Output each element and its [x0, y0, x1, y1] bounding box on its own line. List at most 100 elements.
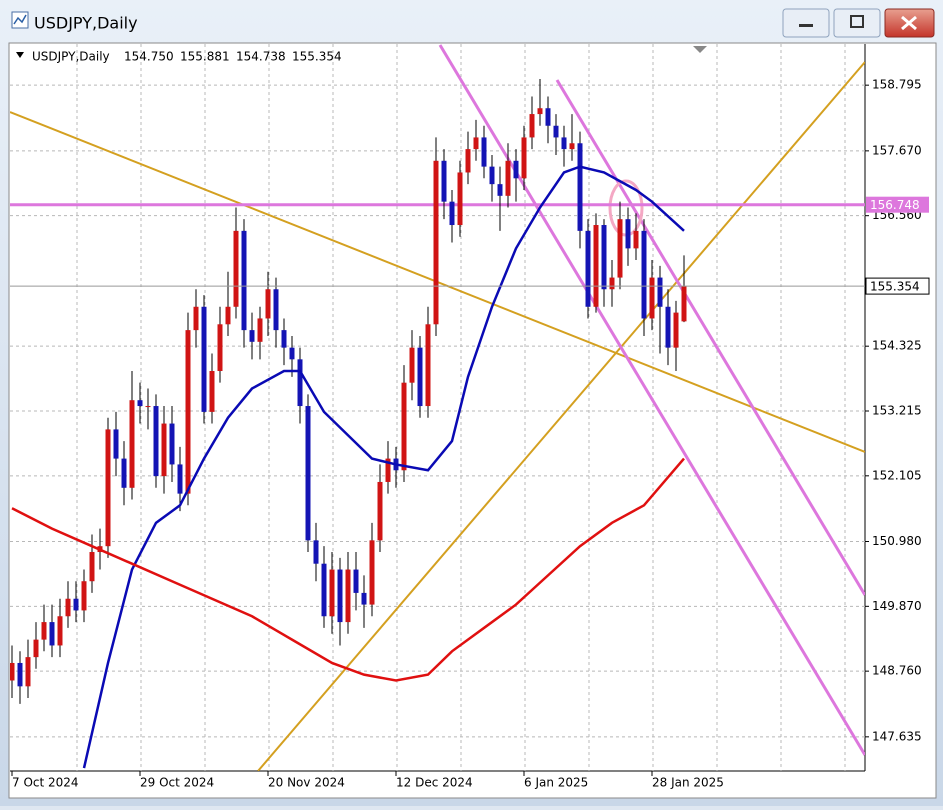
icon-glyph	[13, 14, 27, 25]
candle-body	[649, 277, 655, 319]
candle-body	[633, 230, 639, 249]
x-tick-label: 7 Oct 2024	[12, 776, 79, 790]
quote-low: 154.738	[236, 50, 286, 64]
x-tick-label: 20 Nov 2024	[268, 776, 345, 790]
candle-body	[481, 137, 487, 167]
candle-body	[185, 330, 191, 494]
candle-body	[153, 406, 159, 477]
y-tick-label: 158.795	[872, 78, 922, 92]
candle-body	[409, 347, 415, 383]
candle-body	[329, 569, 335, 617]
candle-body	[529, 114, 535, 138]
candle-body	[10, 662, 15, 681]
y-tick-label: 152.105	[872, 468, 922, 482]
candle-body	[25, 657, 31, 687]
candle-body	[113, 429, 119, 459]
candle-body	[321, 563, 327, 617]
candle-body	[17, 662, 23, 687]
price-level-label: 156.748	[870, 198, 920, 212]
candle-body	[273, 289, 279, 331]
y-tick-label: 147.635	[872, 729, 922, 743]
candle-body	[121, 458, 127, 488]
candle-body	[169, 423, 175, 465]
candle-body	[353, 569, 359, 593]
candle-body	[577, 143, 583, 231]
candle-body	[289, 347, 295, 360]
candle-body	[641, 230, 647, 319]
y-tick-label: 148.760	[872, 664, 922, 678]
candle-body	[513, 160, 519, 179]
candle-body	[585, 230, 591, 307]
candle-body	[33, 639, 39, 658]
shift-marker	[693, 46, 707, 53]
candle-body	[361, 592, 367, 605]
candle-body	[225, 306, 231, 325]
candle-body	[209, 371, 215, 412]
candle-body	[281, 330, 287, 348]
candle-body	[457, 172, 463, 226]
trend-line	[257, 61, 865, 771]
candle-body	[593, 225, 599, 307]
moving-average	[82, 165, 685, 769]
candle-body	[249, 330, 255, 342]
x-tick-label: 29 Oct 2024	[140, 776, 214, 790]
candle-body	[425, 324, 431, 407]
chart-symbol: USDJPY,Daily	[32, 50, 110, 64]
candle-body	[561, 137, 567, 150]
moving-average	[11, 457, 685, 682]
candle-body	[617, 219, 623, 278]
candle-body	[89, 552, 95, 582]
candle-body	[217, 324, 223, 372]
candle-body	[441, 160, 447, 202]
candle-body	[465, 149, 471, 173]
y-tick-label: 149.870	[872, 599, 922, 613]
y-tick-label: 157.670	[872, 143, 922, 157]
candle-body	[521, 137, 527, 179]
x-tick-label: 28 Jan 2025	[652, 776, 724, 790]
candle-body	[193, 306, 199, 331]
candle-body	[601, 225, 607, 290]
candle-body	[129, 400, 135, 488]
candle-body	[537, 108, 543, 115]
candle-body	[433, 160, 439, 325]
candle-body	[65, 598, 71, 617]
x-tick-label: 6 Jan 2025	[524, 776, 588, 790]
window-title: USDJPY,Daily	[34, 14, 138, 33]
candle-body	[233, 230, 239, 307]
candle-body	[377, 481, 383, 541]
channel-line	[438, 44, 865, 756]
candle-body	[417, 347, 423, 407]
candle-body	[505, 160, 511, 196]
candle-body	[569, 143, 575, 150]
candle-body	[81, 581, 87, 611]
candle-body	[41, 622, 47, 640]
x-tick-label: 12 Dec 2024	[396, 776, 473, 790]
candle-body	[497, 184, 503, 196]
candle-body	[489, 166, 495, 185]
current-price-label: 155.354	[870, 280, 920, 294]
candle-body	[177, 464, 183, 494]
candle-body	[345, 569, 351, 623]
maximize-glyph	[850, 15, 864, 28]
candle-body	[401, 382, 407, 471]
minimize-button[interactable]	[782, 8, 830, 38]
candle-body	[665, 306, 671, 348]
channel-line	[555, 79, 865, 596]
candle-body	[73, 598, 79, 611]
candle-body	[57, 616, 63, 646]
maximize-button[interactable]	[833, 8, 881, 38]
y-tick-label: 150.980	[872, 534, 922, 548]
candle-body	[305, 406, 311, 541]
y-tick-label: 153.215	[872, 404, 922, 418]
quote-close: 155.354	[292, 50, 342, 64]
candle-body	[473, 137, 479, 150]
minimize-glyph	[799, 24, 813, 27]
candle-body	[449, 201, 455, 226]
header-arrow	[16, 52, 24, 58]
candle-body	[201, 306, 207, 412]
candle-body	[241, 230, 247, 331]
candle-body	[161, 423, 167, 477]
quote-high: 155.881	[180, 50, 230, 64]
y-tick-label: 154.325	[872, 339, 922, 353]
